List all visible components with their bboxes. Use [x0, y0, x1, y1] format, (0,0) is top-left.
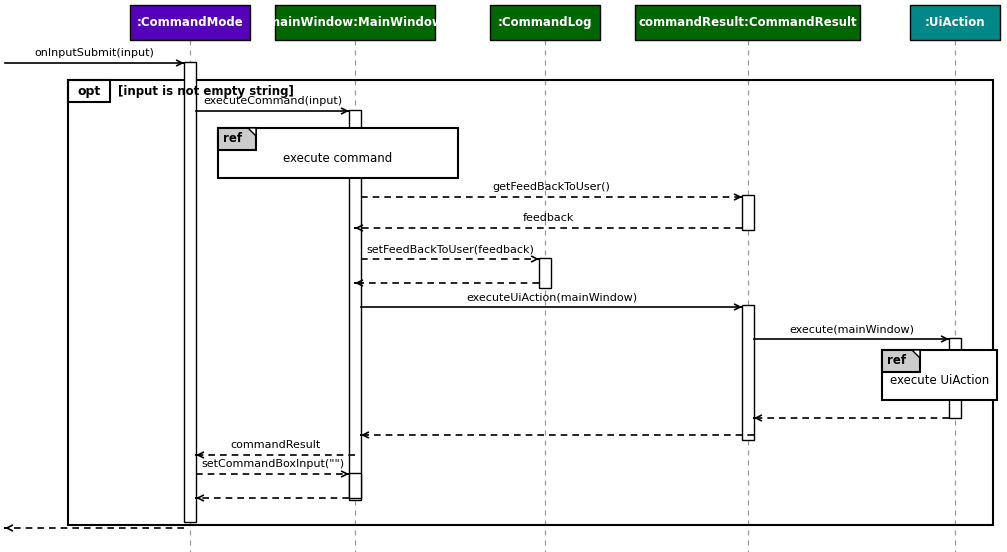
Bar — [275, 5, 435, 40]
Text: execute(mainWindow): execute(mainWindow) — [789, 324, 914, 334]
Bar — [218, 128, 458, 178]
Bar — [539, 258, 551, 288]
Bar — [742, 305, 754, 440]
Text: executeUiAction(mainWindow): executeUiAction(mainWindow) — [466, 292, 637, 302]
Text: :CommandLog: :CommandLog — [497, 16, 592, 29]
Text: commandResult:CommandResult: commandResult:CommandResult — [638, 16, 857, 29]
Bar — [68, 80, 110, 102]
Text: execute UiAction: execute UiAction — [890, 374, 989, 386]
Bar — [490, 5, 600, 40]
Text: opt: opt — [78, 84, 101, 98]
Text: setFeedBackToUser(feedback): setFeedBackToUser(feedback) — [367, 244, 534, 254]
Text: execute command: execute command — [283, 151, 393, 164]
Bar — [68, 80, 993, 525]
Text: setCommandBoxInput(""): setCommandBoxInput("") — [201, 459, 344, 469]
Bar — [949, 338, 961, 418]
Text: getFeedBackToUser(): getFeedBackToUser() — [492, 182, 610, 192]
Bar — [742, 195, 754, 230]
Bar — [910, 5, 1000, 40]
Text: :CommandMode: :CommandMode — [137, 16, 244, 29]
Bar — [218, 128, 256, 150]
Text: feedback: feedback — [523, 213, 574, 223]
Text: commandResult: commandResult — [231, 440, 320, 450]
Polygon shape — [912, 350, 920, 358]
Text: ref: ref — [224, 132, 243, 146]
Bar — [882, 350, 920, 372]
Bar — [635, 5, 860, 40]
Bar — [882, 350, 997, 400]
Bar — [130, 5, 250, 40]
Text: [input is not empty string]: [input is not empty string] — [118, 84, 294, 98]
Text: :UiAction: :UiAction — [924, 16, 985, 29]
Polygon shape — [248, 128, 256, 136]
Bar — [184, 62, 196, 522]
Text: mainWindow:MainWindow: mainWindow:MainWindow — [268, 16, 442, 29]
Text: ref: ref — [887, 354, 906, 368]
Text: onInputSubmit(input): onInputSubmit(input) — [34, 48, 154, 58]
Bar — [349, 110, 361, 500]
Bar — [349, 473, 361, 498]
Text: executeCommand(input): executeCommand(input) — [203, 96, 342, 106]
